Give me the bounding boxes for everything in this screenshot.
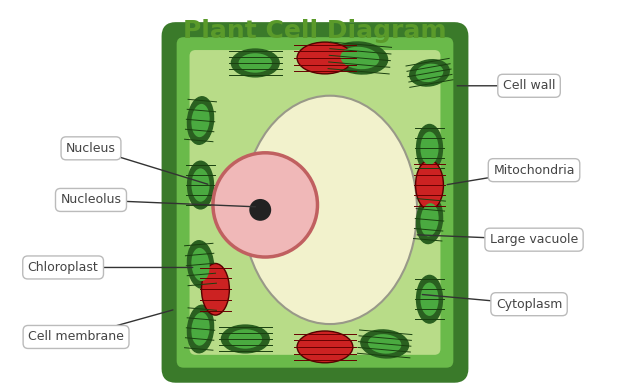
Text: Nucleolus: Nucleolus [60, 194, 122, 206]
Ellipse shape [340, 47, 379, 69]
Ellipse shape [243, 96, 417, 324]
Text: Cell membrane: Cell membrane [28, 330, 124, 344]
Ellipse shape [188, 97, 214, 144]
Ellipse shape [229, 329, 262, 349]
Ellipse shape [192, 248, 210, 281]
Ellipse shape [192, 104, 210, 137]
Ellipse shape [416, 276, 442, 323]
Text: Nucleus: Nucleus [66, 142, 116, 155]
Text: Mitochondria: Mitochondria [493, 164, 575, 177]
Ellipse shape [221, 325, 269, 353]
Ellipse shape [332, 42, 387, 74]
Ellipse shape [361, 330, 408, 358]
Ellipse shape [188, 241, 214, 288]
Ellipse shape [192, 168, 210, 202]
Ellipse shape [410, 60, 449, 86]
Ellipse shape [420, 203, 438, 236]
Ellipse shape [368, 334, 401, 354]
Ellipse shape [416, 63, 444, 82]
Ellipse shape [416, 125, 442, 172]
Text: Large vacuole: Large vacuole [490, 233, 578, 246]
Text: Chloroplast: Chloroplast [28, 261, 98, 274]
FancyBboxPatch shape [190, 50, 440, 355]
Text: Plant Cell Diagram: Plant Cell Diagram [183, 19, 447, 43]
Ellipse shape [420, 132, 438, 165]
Text: Cytoplasm: Cytoplasm [496, 298, 562, 311]
Ellipse shape [420, 283, 438, 316]
Text: Cell wall: Cell wall [503, 79, 555, 92]
Ellipse shape [188, 161, 214, 209]
Ellipse shape [239, 53, 272, 73]
Ellipse shape [188, 305, 214, 353]
FancyBboxPatch shape [176, 36, 454, 369]
FancyBboxPatch shape [164, 24, 466, 381]
Ellipse shape [416, 160, 444, 210]
Ellipse shape [231, 49, 279, 77]
Ellipse shape [416, 196, 442, 243]
Ellipse shape [249, 199, 271, 221]
Ellipse shape [192, 312, 210, 346]
Ellipse shape [297, 331, 353, 363]
Ellipse shape [202, 264, 229, 315]
Ellipse shape [297, 42, 353, 74]
Ellipse shape [213, 153, 318, 257]
